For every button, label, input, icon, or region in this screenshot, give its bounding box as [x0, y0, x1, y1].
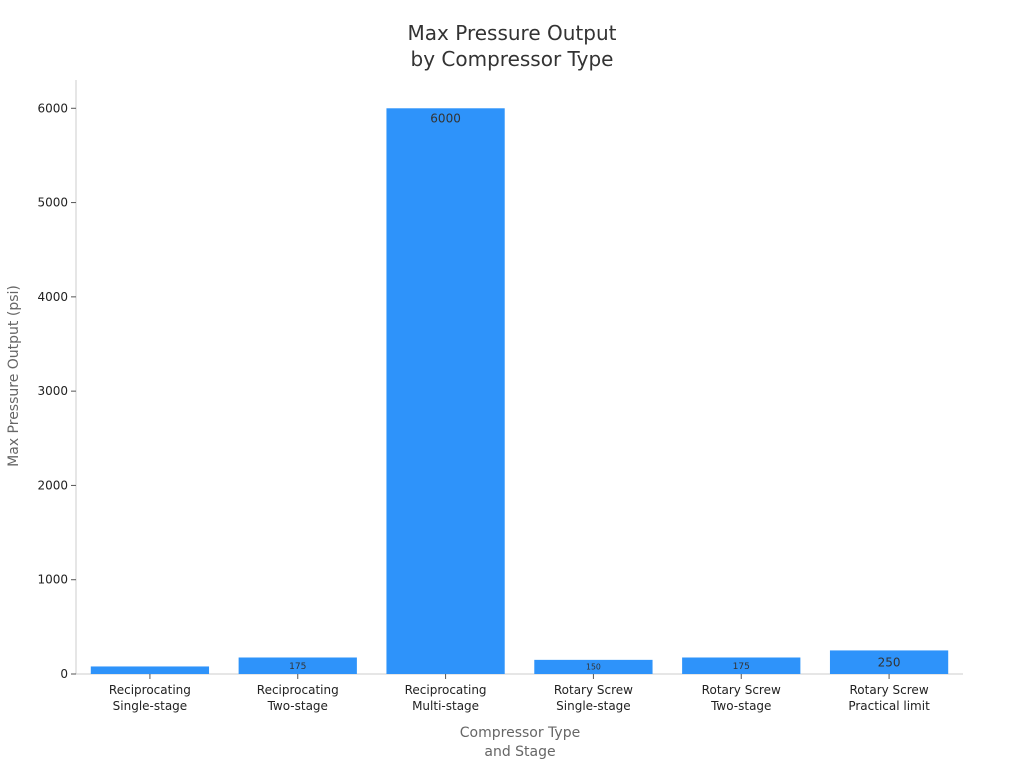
- y-tick-label: 0: [60, 667, 68, 681]
- x-tick-label: Two-stage: [710, 699, 771, 713]
- x-axis-ticks: Reciprocating Single-stage Reciprocating Tw…: [109, 674, 930, 713]
- bar-data-label: 150: [586, 663, 601, 672]
- x-tick-label: Reciprocating: [257, 683, 339, 697]
- x-tick-label: Two-stage: [267, 699, 328, 713]
- chart-title-line-2: by Compressor Type: [411, 47, 614, 71]
- bar-data-label: 6000: [430, 111, 461, 125]
- y-axis-ticks: 0 1000 2000 3000 4000 5000 6000: [37, 101, 76, 681]
- bar: [238, 657, 357, 674]
- bar-data-label: 250: [878, 655, 901, 669]
- bar: [534, 659, 653, 674]
- x-tick-label: Single-stage: [113, 699, 188, 713]
- x-tick-label: Practical limit: [848, 699, 930, 713]
- chart-title-line-1: Max Pressure Output: [408, 21, 617, 45]
- y-tick-label: 1000: [37, 573, 68, 587]
- bar: [682, 657, 801, 674]
- x-axis-title-line-1: Compressor Type: [460, 725, 580, 741]
- x-tick-label: Reciprocating: [405, 683, 487, 697]
- y-tick-label: 5000: [37, 196, 68, 210]
- bar: [386, 108, 505, 675]
- x-tick-label: Rotary Screw: [850, 683, 929, 697]
- x-tick-label: Rotary Screw: [554, 683, 633, 697]
- bar: [90, 666, 210, 674]
- x-axis-title-line-2: and Stage: [484, 744, 555, 760]
- y-tick-label: 3000: [37, 384, 68, 398]
- x-tick-label: Rotary Screw: [702, 683, 781, 697]
- y-tick-label: 2000: [37, 478, 68, 492]
- bars: 175 6000 150 175 250: [90, 108, 949, 675]
- y-axis-title: Max Pressure Output (psi): [6, 285, 22, 467]
- bar-data-label: 175: [733, 662, 750, 672]
- bar: [829, 650, 949, 674]
- y-tick-label: 6000: [37, 101, 68, 115]
- y-tick-label: 4000: [37, 290, 68, 304]
- bar-data-label: 175: [289, 662, 306, 672]
- x-tick-label: Multi-stage: [412, 699, 479, 713]
- x-tick-label: Reciprocating: [109, 683, 191, 697]
- x-tick-label: Single-stage: [556, 699, 631, 713]
